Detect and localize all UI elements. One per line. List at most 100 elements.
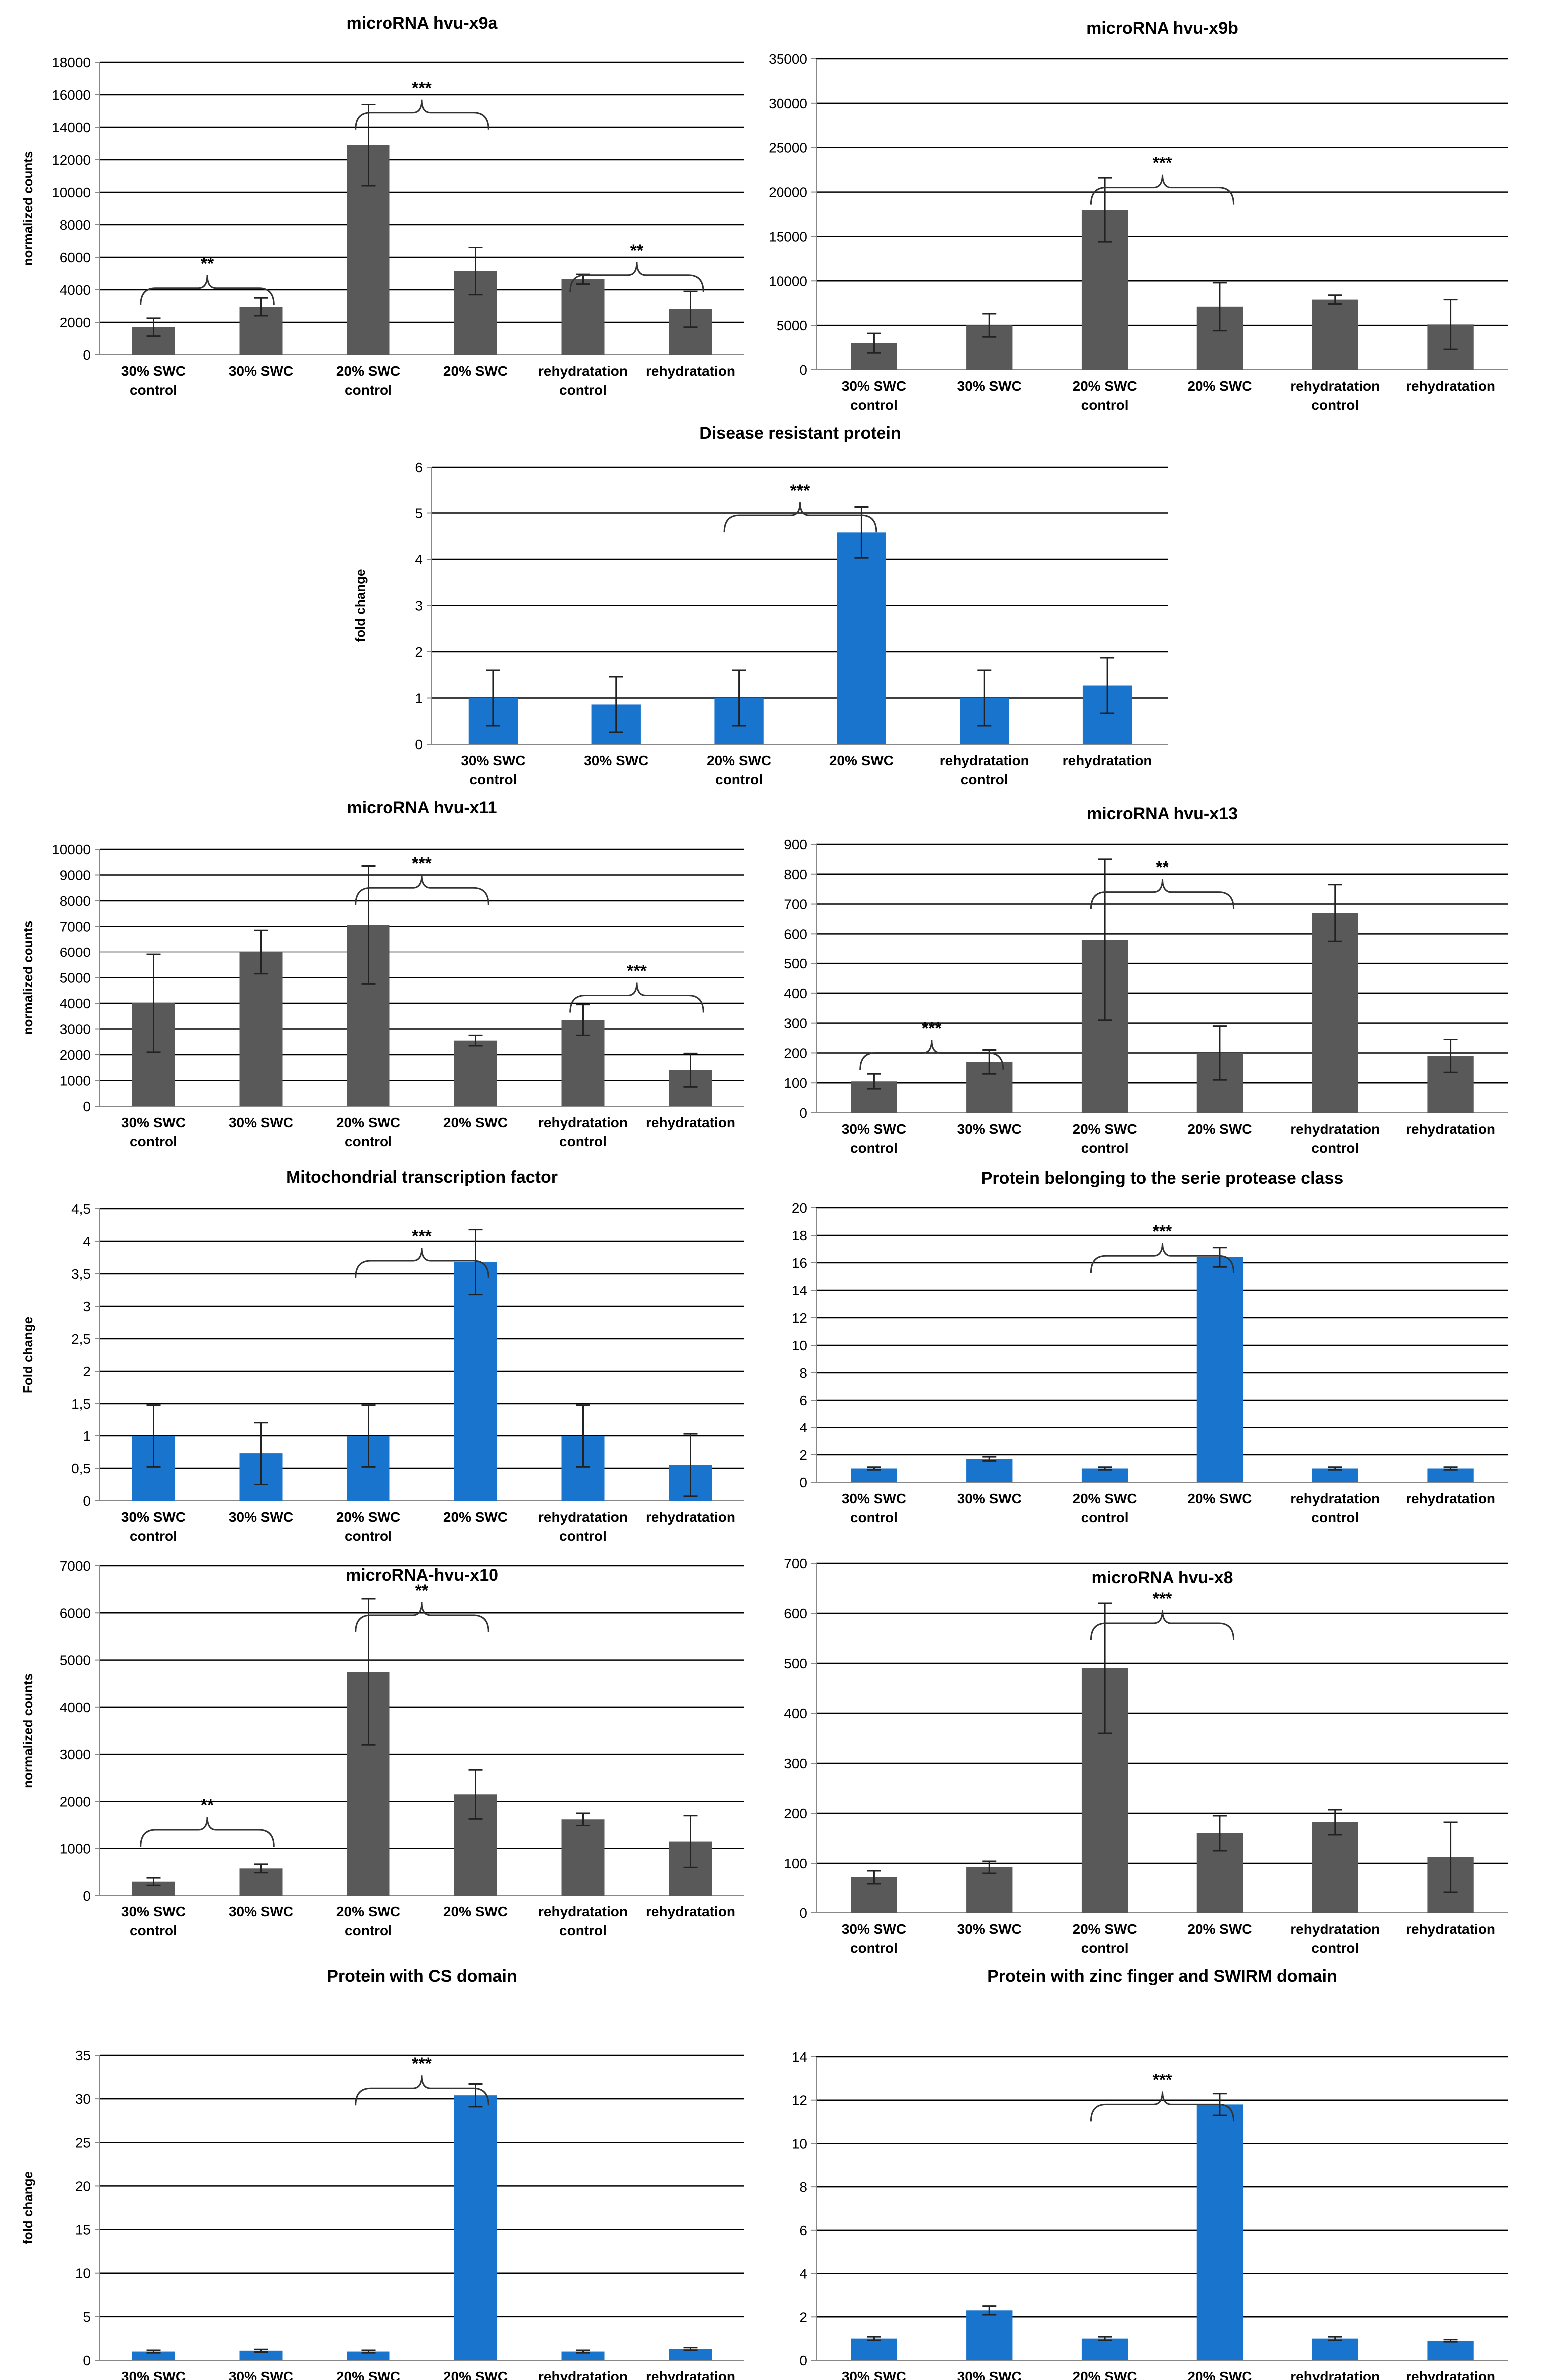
y-tick-label: 5000 [777, 318, 807, 333]
error-bar [254, 1422, 268, 1485]
error-bar [867, 1870, 881, 1885]
y-tick-label: 6000 [60, 1605, 91, 1621]
error-bar [683, 1052, 698, 1088]
y-tick-label: 0 [83, 1888, 91, 1904]
y-tick-label: 3000 [60, 1747, 91, 1762]
y-tick-label: 14000 [52, 120, 91, 135]
bar [132, 2351, 175, 2360]
y-tick-label: 6 [799, 1393, 807, 1408]
bar [1427, 1468, 1474, 1482]
x-tick-label: rehydratation [538, 1509, 628, 1525]
significance-label: *** [922, 1019, 942, 1038]
y-tick-label: 600 [784, 1606, 807, 1621]
x-tick-label: 30% SWC [461, 753, 525, 768]
x-tick-label: 30% SWC [842, 1121, 906, 1137]
y-tick-label: 0 [799, 362, 807, 378]
error-bar [576, 1004, 590, 1036]
y-tick-label: 7000 [60, 919, 91, 935]
x-tick-label: 30% SWC [957, 378, 1022, 394]
chart-title: Protein with CS domain [327, 1967, 517, 1986]
x-tick-label: control [850, 1510, 898, 1525]
bar [1081, 1468, 1128, 1482]
x-tick-label: 20% SWC [443, 1115, 508, 1130]
error-bar [254, 929, 268, 975]
x-tick-label: rehydratation [1290, 1121, 1380, 1137]
x-tick-label: control [1081, 1140, 1129, 1156]
significance-label: *** [627, 962, 647, 981]
x-tick-label: 20% SWC [1073, 1921, 1137, 1937]
error-bar [576, 1812, 590, 1827]
y-tick-label: 6000 [60, 250, 91, 265]
y-tick-label: 500 [784, 956, 807, 971]
significance-bracket [723, 502, 877, 533]
x-tick-label: control [1081, 1940, 1129, 1956]
x-tick-label: control [469, 772, 517, 787]
significance-bracket [355, 99, 489, 130]
significance-bracket [355, 2075, 489, 2106]
y-tick-label: 10 [792, 2136, 807, 2151]
error-bar [1443, 299, 1458, 350]
y-tick-label: 5 [415, 506, 423, 521]
y-tick-label: 4000 [60, 1700, 91, 1715]
chart-panel-8: microRNA-hvu-x10 normalized counts 0 1000 20… [20, 1558, 744, 1938]
y-tick-label: 2 [83, 1364, 91, 1379]
error-bar [361, 1404, 376, 1468]
error-bar [1328, 1466, 1342, 1471]
error-bar [867, 2336, 881, 2341]
chart-panel-2: microRNA hvu-x9b 0 5000 10000 15000 20000 2500… [769, 19, 1508, 413]
x-tick-label: 30% SWC [229, 1509, 293, 1525]
y-tick-label: 300 [784, 1756, 807, 1771]
bar [837, 532, 886, 744]
x-tick-label: control [345, 1134, 392, 1149]
y-axis-label: Fold change [20, 1317, 35, 1393]
bar [966, 1867, 1013, 1913]
y-tick-label: 6000 [60, 945, 91, 960]
x-tick-label: control [559, 1923, 607, 1938]
x-tick-label: 20% SWC [336, 363, 400, 379]
x-tick-label: 30% SWC [229, 363, 293, 379]
y-tick-label: 2 [799, 1447, 807, 1463]
x-tick-label: 20% SWC [443, 2369, 508, 2380]
y-tick-label: 500 [784, 1656, 807, 1671]
y-tick-label: 1000 [60, 1073, 91, 1089]
y-tick-label: 9000 [60, 868, 91, 883]
x-tick-label: rehydratation [1290, 1491, 1380, 1506]
significance-bracket [140, 275, 275, 305]
error-bar [683, 1815, 698, 1868]
y-tick-label: 1 [83, 1428, 91, 1444]
significance-bracket [1090, 1243, 1235, 1273]
error-bar [1328, 294, 1342, 305]
error-bar [982, 1860, 997, 1874]
significance-bracket [1090, 1610, 1235, 1641]
y-tick-label: 18000 [52, 55, 91, 70]
significance-label: *** [412, 854, 432, 873]
error-bar [361, 104, 376, 187]
error-bar [486, 669, 500, 727]
x-tick-label: control [130, 1528, 177, 1544]
y-tick-label: 20 [792, 1200, 807, 1216]
error-bar [576, 2349, 590, 2354]
error-bar [982, 313, 997, 338]
x-tick-label: control [345, 382, 392, 398]
y-axis-label: fold change [353, 569, 368, 642]
error-bar [146, 2349, 161, 2354]
x-tick-label: rehydratation [646, 2369, 735, 2380]
x-tick-label: control [1311, 1510, 1359, 1525]
x-tick-label: control [1081, 397, 1129, 413]
x-tick-label: control [559, 382, 607, 398]
y-tick-label: 4000 [60, 282, 91, 298]
significance-bracket [355, 1247, 489, 1278]
error-bar [1098, 1466, 1112, 1471]
x-tick-label: control [850, 1940, 898, 1956]
y-tick-label: 0 [799, 1475, 807, 1490]
y-tick-label: 8 [799, 1365, 807, 1381]
error-bar [867, 1466, 881, 1471]
x-tick-label: control [130, 1923, 177, 1938]
y-tick-label: 1,5 [71, 1396, 91, 1412]
error-bar [683, 2347, 698, 2351]
y-tick-label: 12000 [52, 152, 91, 168]
y-tick-label: 4 [415, 552, 423, 567]
x-tick-label: rehydratation [1063, 753, 1152, 768]
bar [1196, 2104, 1243, 2360]
x-tick-label: rehydratation [538, 363, 628, 379]
